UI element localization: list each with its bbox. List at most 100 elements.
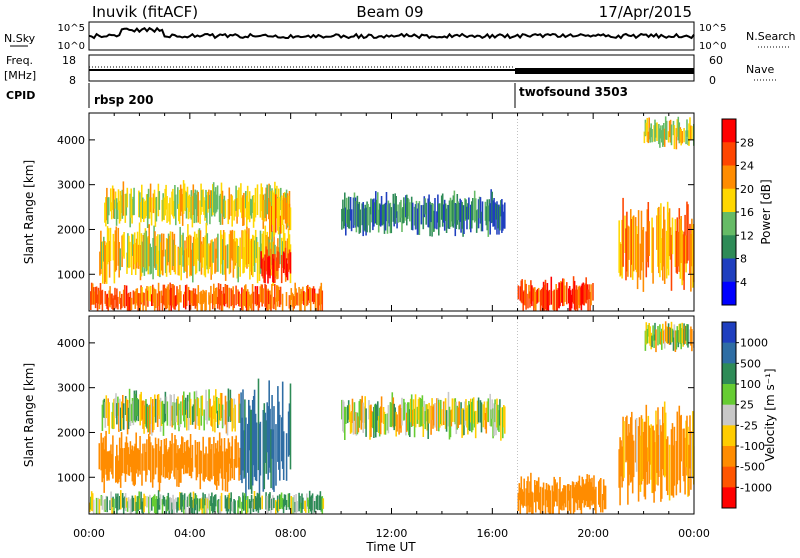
- data-cell: [527, 476, 529, 506]
- data-cell: [273, 232, 275, 260]
- data-cell: [145, 399, 147, 427]
- data-cell: [127, 497, 130, 509]
- data-cell: [103, 449, 105, 493]
- data-cell: [98, 443, 101, 470]
- data-cell: [104, 291, 107, 304]
- data-cell: [362, 402, 364, 433]
- data-cell: [378, 407, 381, 437]
- data-cell: [672, 445, 675, 498]
- data-cell: [521, 279, 523, 304]
- data-cell: [167, 492, 170, 510]
- data-cell: [319, 491, 322, 510]
- data-cell: [475, 210, 478, 233]
- data-cell: [243, 247, 245, 273]
- data-cell: [230, 194, 232, 216]
- data-cell: [196, 190, 198, 217]
- data-cell: [208, 437, 210, 481]
- data-cell: [129, 499, 132, 514]
- data-cell: [430, 204, 432, 223]
- data-cell: [317, 293, 320, 311]
- data-cell: [99, 283, 102, 305]
- data-cell: [493, 198, 495, 227]
- data-cell: [579, 485, 582, 511]
- data-cell: [691, 218, 693, 267]
- data-cell: [423, 400, 426, 424]
- data-cell: [387, 405, 390, 434]
- data-cell: [536, 288, 539, 303]
- data-cell: [259, 497, 262, 510]
- data-cell: [211, 239, 213, 275]
- data-cell: [253, 240, 256, 272]
- data-cell: [99, 251, 101, 276]
- data-cell: [188, 235, 190, 258]
- data-cell: [420, 399, 423, 426]
- data-cell: [342, 199, 344, 222]
- data-cell: [153, 406, 155, 430]
- y-tick-label: 3000: [57, 382, 85, 395]
- data-cell: [407, 402, 409, 431]
- data-cell: [138, 190, 140, 218]
- data-cell: [447, 205, 450, 229]
- data-cell: [546, 490, 549, 508]
- data-cell: [280, 187, 282, 210]
- data-cell: [381, 204, 384, 226]
- data-cell: [194, 238, 197, 275]
- data-cell: [246, 226, 248, 269]
- data-cell: [157, 183, 160, 217]
- data-cell: [289, 295, 292, 311]
- data-cell: [670, 321, 673, 343]
- data-cell: [163, 438, 166, 467]
- data-cell: [242, 292, 244, 311]
- data-cell: [178, 497, 180, 508]
- data-cell: [671, 217, 674, 255]
- data-cell: [171, 502, 173, 514]
- data-cell: [162, 193, 164, 220]
- data-cell: [110, 202, 113, 220]
- data-cell: [580, 285, 583, 311]
- data-cell: [102, 241, 104, 284]
- y-tick-label: 1000: [57, 268, 85, 281]
- data-cell: [266, 290, 268, 311]
- data-cell: [236, 238, 239, 279]
- velocity-cbar-label: Velocity [m s⁻¹]: [763, 368, 777, 461]
- x-tick-label: 20:00: [577, 527, 609, 540]
- data-cell: [289, 252, 292, 274]
- data-cell: [393, 403, 395, 431]
- data-cell: [185, 284, 188, 306]
- data-cell: [538, 492, 541, 511]
- data-cell: [632, 440, 635, 478]
- data-cell: [430, 405, 432, 435]
- data-cell: [135, 238, 138, 269]
- data-cell: [645, 322, 648, 345]
- data-cell: [258, 294, 261, 308]
- data-cell: [434, 198, 436, 229]
- data-cell: [277, 286, 280, 302]
- data-cell: [668, 208, 671, 257]
- data-cell: [652, 425, 654, 494]
- data-cell: [351, 398, 354, 423]
- data-cell: [165, 396, 168, 414]
- data-cell: [129, 241, 131, 268]
- data-cell: [654, 322, 656, 341]
- data-cell: [663, 329, 666, 349]
- data-cell: [683, 323, 685, 345]
- data-cell: [235, 238, 238, 264]
- freq-label: Freq.: [6, 54, 33, 67]
- data-cell: [373, 406, 375, 438]
- data-cell: [192, 242, 194, 283]
- data-cell: [257, 378, 260, 471]
- data-cell: [536, 290, 538, 304]
- data-cell: [643, 421, 646, 497]
- data-cell: [647, 202, 650, 268]
- data-cell: [457, 407, 459, 428]
- data-cell: [110, 491, 112, 509]
- data-cell: [104, 436, 106, 469]
- data-cell: [208, 389, 210, 421]
- data-cell: [161, 199, 163, 222]
- data-cell: [651, 335, 653, 348]
- data-cell: [621, 446, 623, 488]
- data-cell: [196, 442, 199, 478]
- data-cell: [158, 399, 161, 419]
- data-cell: [684, 437, 686, 495]
- data-cell: [636, 234, 639, 290]
